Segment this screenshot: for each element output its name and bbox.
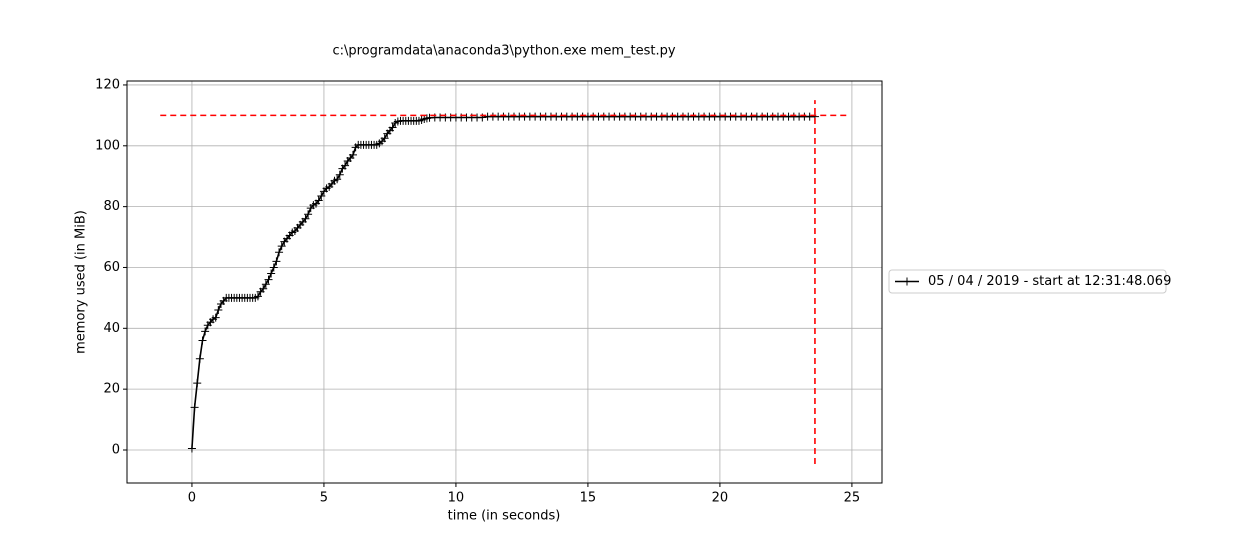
legend: 05 / 04 / 2019 - start at 12:31:48.069 <box>888 269 1171 294</box>
series-line <box>191 115 815 449</box>
data-point <box>267 269 276 278</box>
data-point <box>214 306 223 315</box>
data-point <box>341 161 350 170</box>
y-tick-label: 40 <box>103 321 120 336</box>
y-tick-label: 0 <box>112 442 120 457</box>
data-point <box>264 275 273 284</box>
data-point <box>333 175 342 184</box>
legend-marker <box>903 277 911 286</box>
y-tick-label: 80 <box>103 199 120 214</box>
legend-box <box>888 269 1167 294</box>
data-point <box>201 327 210 336</box>
data-point <box>277 242 286 251</box>
data-point <box>253 292 262 301</box>
x-tick-label: 25 <box>844 491 861 506</box>
x-tick-label: 10 <box>448 491 465 506</box>
data-point <box>388 123 397 132</box>
chart-title: c:\programdata\anaconda3\python.exe mem_… <box>332 44 675 59</box>
data-point <box>195 354 204 363</box>
y-tick-label: 120 <box>95 77 120 92</box>
data-point <box>198 336 207 345</box>
y-tick-label: 100 <box>95 138 120 153</box>
data-point <box>259 284 268 293</box>
data-point <box>314 196 323 205</box>
legend-label: 05 / 04 / 2019 - start at 12:31:48.069 <box>928 274 1171 289</box>
data-point <box>348 150 357 159</box>
data-point <box>335 170 344 179</box>
data-point <box>275 248 284 257</box>
x-axis-label: time (in seconds) <box>448 509 561 524</box>
data-point <box>190 403 199 412</box>
data-point <box>304 210 313 219</box>
x-tick-label: 5 <box>320 491 328 506</box>
y-axis-label: memory used (in MiB) <box>74 210 89 354</box>
y-tick-label: 60 <box>103 260 120 275</box>
x-tick-label: 20 <box>712 491 729 506</box>
data-point <box>380 134 389 143</box>
data-point <box>301 214 310 223</box>
y-tick-label: 20 <box>103 382 120 397</box>
plot-frame <box>126 80 883 484</box>
x-tick-label: 0 <box>188 491 196 506</box>
data-point <box>193 379 202 388</box>
data-point <box>211 313 220 322</box>
data-point <box>269 263 278 272</box>
data-point <box>187 444 196 453</box>
x-tick-label: 15 <box>580 491 597 506</box>
data-point <box>272 257 281 266</box>
data-point <box>317 191 326 200</box>
data-point <box>261 280 270 289</box>
